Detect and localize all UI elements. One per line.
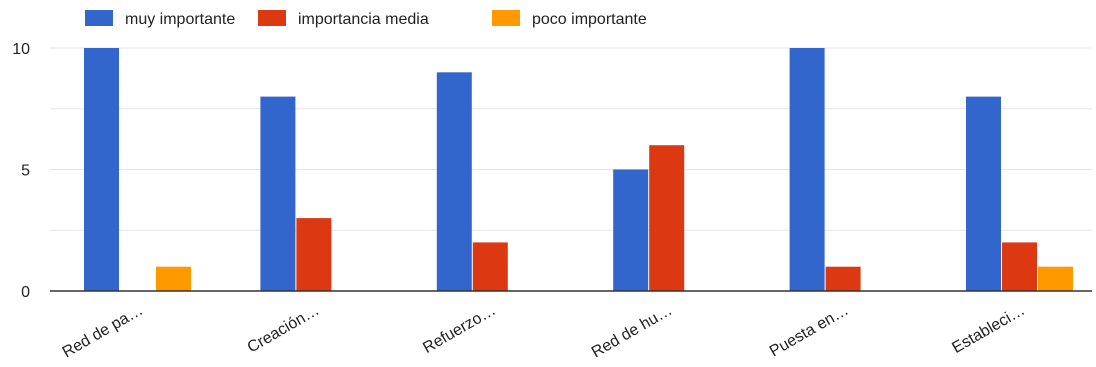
x-category-label: Red de hu… [589,302,675,362]
bar-2-5 [825,266,861,291]
bar-2-4 [649,145,685,291]
x-category-label: Creación… [245,302,323,357]
legend-item-2: importancia media [258,10,429,28]
y-tick-label: 10 [12,41,30,58]
x-category-label: Red de pa… [60,302,146,362]
legend-swatch [85,10,113,26]
y-axis-ticks: 0 5 10 [12,41,30,301]
x-category-label: Refuerzo… [420,302,499,357]
legend-label: poco importante [532,11,647,28]
y-tick-label: 0 [21,284,30,301]
bar-1-2 [260,96,296,291]
bar-1-5 [789,48,825,291]
legend-item-1: muy importante [85,10,235,28]
legend-swatch [258,10,286,26]
bar-series [84,48,1073,291]
chart-legend: muy importante importancia media poco impo… [85,10,647,28]
legend-label: importancia media [298,11,429,28]
bar-2-6 [1002,242,1037,291]
x-category-label: Puesta en… [767,302,852,361]
bar-3-1 [156,266,191,291]
legend-label: muy importante [125,11,235,28]
bar-1-3 [436,72,472,291]
bar-1-6 [966,96,1001,291]
legend-item-3: poco importante [492,10,647,28]
x-category-label: Estableci… [949,302,1028,357]
bar-3-6 [1038,266,1073,291]
bar-1-1 [84,48,119,291]
grid-lines [50,47,1092,231]
x-axis-categories: Red de pa… Creación… Refuerzo… Red de hu… Pu… [60,302,1028,362]
bar-2-3 [472,242,508,291]
bar-1-4 [613,169,649,291]
legend-swatch [492,10,520,26]
bar-2-2 [296,218,332,291]
y-tick-label: 5 [21,163,30,180]
